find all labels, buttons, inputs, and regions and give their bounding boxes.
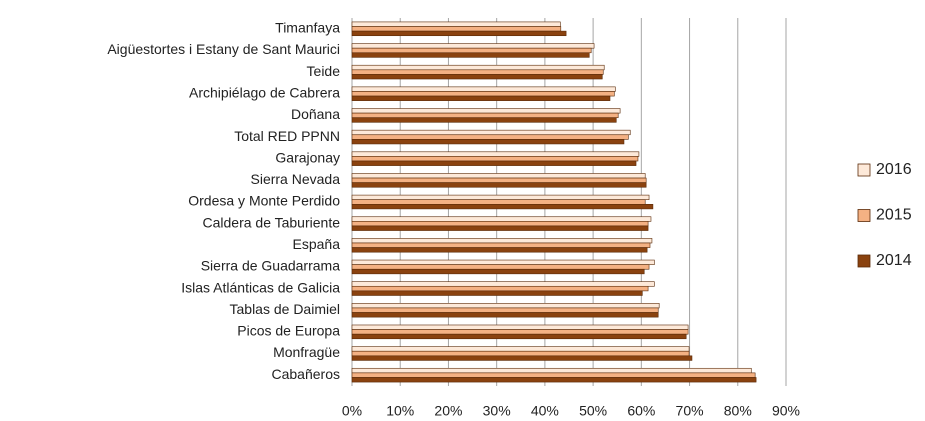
bar [351, 303, 660, 309]
x-tick-label: 30% [483, 403, 511, 419]
bar [351, 194, 650, 201]
bar [351, 290, 643, 296]
bar [351, 264, 650, 270]
bar [351, 372, 756, 378]
y-tick-label: Teide [307, 63, 341, 79]
bar [351, 312, 659, 318]
bar [351, 21, 561, 27]
bar [351, 151, 640, 157]
bar [351, 259, 655, 265]
x-tick-label: 70% [676, 403, 704, 419]
y-tick-label: Archipiélago de Cabrera [189, 84, 340, 100]
bar [351, 139, 625, 145]
bar [351, 268, 645, 275]
y-tick-label: Monfragüe [273, 344, 340, 360]
legend-swatch [857, 163, 871, 177]
legend-swatch [857, 254, 871, 268]
bar [351, 129, 631, 136]
y-tick-label: Picos de Europa [237, 323, 340, 339]
x-tick-label: 50% [579, 403, 607, 419]
bar [351, 324, 689, 330]
x-tick-label: 60% [627, 403, 655, 419]
y-tick-label: Caldera de Taburiente [202, 214, 340, 230]
bar [351, 182, 647, 188]
legend-label: 2015 [876, 207, 912, 224]
bar [351, 177, 647, 183]
bar [351, 156, 639, 162]
bar [351, 350, 690, 357]
bar [351, 238, 653, 244]
bar [351, 247, 648, 253]
y-tick-label: Doñana [291, 106, 340, 122]
bar [351, 346, 690, 352]
legend-label: 2014 [876, 252, 912, 269]
x-tick-label: 40% [531, 403, 559, 419]
bar [351, 333, 687, 340]
y-tick-label: Tablas de Daimiel [230, 301, 341, 317]
bar [351, 64, 605, 71]
bar [351, 160, 637, 166]
y-tick-label: Sierra de Guadarrama [201, 258, 341, 274]
y-tick-label: Islas Atlánticas de Galicia [181, 279, 340, 295]
bar [351, 242, 651, 248]
y-tick-label: Sierra Nevada [251, 171, 341, 187]
bar [351, 329, 689, 335]
x-tick-label: 90% [772, 403, 800, 419]
y-tick-label: Aigüestortes i Estany de Sant Maurici [107, 41, 340, 57]
y-tick-label: Cabañeros [272, 366, 341, 382]
bar [351, 367, 752, 374]
x-tick-label: 20% [434, 403, 462, 419]
legend-swatch [857, 209, 871, 222]
bar [351, 199, 646, 205]
bar [351, 112, 619, 119]
bar [351, 204, 654, 210]
bar [351, 108, 621, 114]
bar [351, 225, 649, 231]
bar [351, 91, 615, 97]
bar [351, 43, 595, 49]
x-tick-label: 0% [342, 403, 362, 419]
x-tick-label: 80% [724, 403, 752, 419]
y-tick-label: Timanfaya [275, 20, 340, 36]
bar [351, 221, 649, 227]
bar [351, 377, 757, 383]
bar [351, 134, 629, 140]
bar [351, 216, 652, 222]
bar [351, 30, 567, 37]
bar [351, 95, 611, 101]
bar [351, 117, 617, 123]
y-tick-label: Garajonay [275, 149, 340, 165]
bar [351, 52, 590, 58]
y-tick-label: Ordesa y Monte Perdido [188, 193, 340, 209]
bar [351, 173, 646, 179]
bar [351, 307, 659, 313]
bar [351, 26, 562, 32]
legend-label: 2016 [876, 161, 912, 178]
bar [351, 69, 604, 75]
bar [351, 74, 603, 80]
y-tick-label: Total RED PPNN [234, 128, 340, 144]
bar [351, 285, 649, 292]
bar [351, 86, 616, 92]
bar [351, 355, 693, 361]
bar [351, 47, 592, 54]
y-tick-label: España [293, 236, 341, 252]
x-tick-label: 10% [386, 403, 414, 419]
bar [351, 281, 655, 287]
